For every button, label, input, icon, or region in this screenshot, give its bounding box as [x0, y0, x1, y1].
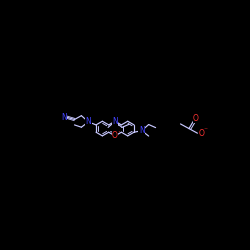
Text: N: N [61, 113, 66, 122]
Text: O: O [112, 132, 118, 140]
Text: O: O [193, 114, 199, 123]
Text: ·: · [117, 128, 119, 137]
Text: N: N [86, 117, 91, 126]
Text: N: N [139, 126, 144, 135]
Text: ⁻: ⁻ [204, 126, 208, 134]
Text: N: N [112, 117, 118, 126]
Text: O: O [198, 129, 204, 138]
